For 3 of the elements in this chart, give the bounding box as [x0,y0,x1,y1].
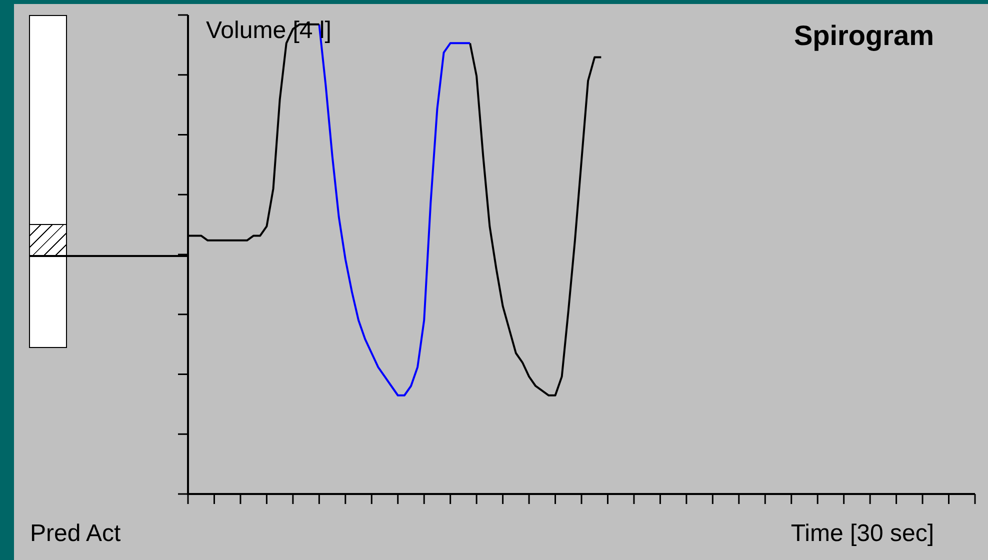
x-axis-title: Time [30 sec] [790,520,934,548]
text: Pred Act [30,520,121,548]
chart-title: Spirogram [794,20,934,52]
